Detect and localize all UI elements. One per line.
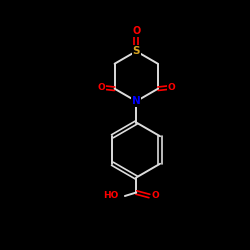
Text: O: O [168,83,175,92]
Text: O: O [132,26,140,36]
Text: O: O [97,83,105,92]
Text: N: N [132,96,140,106]
Text: S: S [132,46,140,56]
Text: O: O [152,192,160,200]
Text: HO: HO [103,192,119,200]
